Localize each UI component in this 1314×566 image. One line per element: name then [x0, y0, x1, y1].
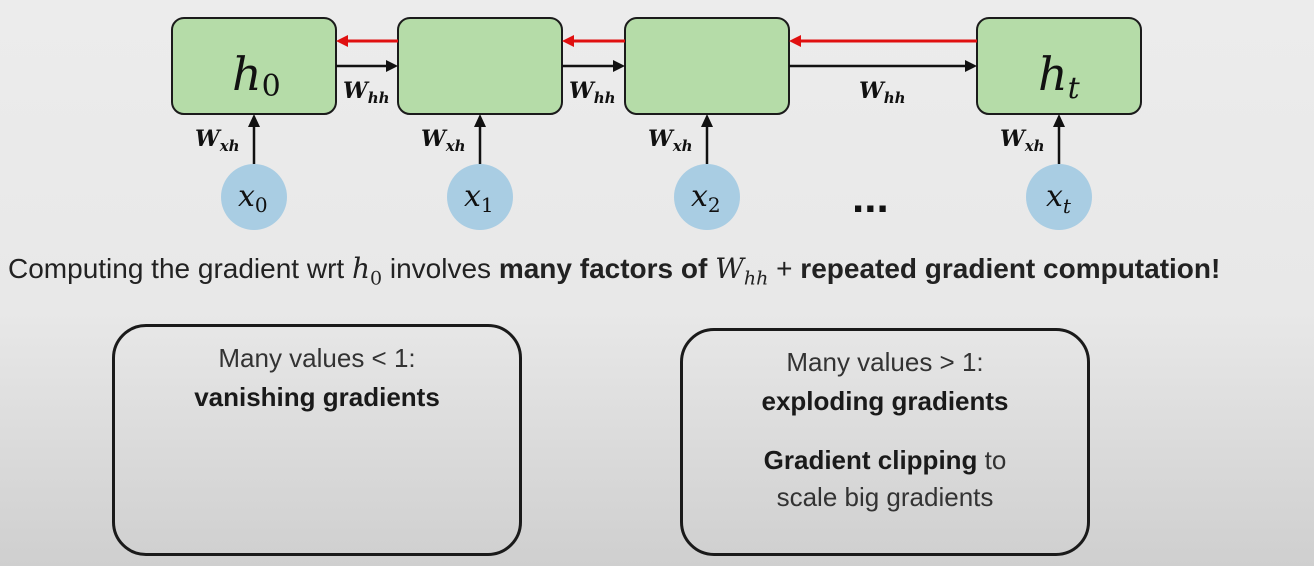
- input-node-t: [1026, 164, 1092, 230]
- input-label-2: x2: [691, 179, 721, 217]
- forward-arrows: [336, 60, 977, 72]
- input-label-1: x1: [464, 179, 494, 217]
- ellipsis: ...: [852, 173, 889, 222]
- input-node-2: [674, 164, 740, 230]
- wxh-label-2: Wxh: [648, 126, 693, 155]
- statement-plus: +: [768, 253, 801, 284]
- statement-h-symbol: h0: [351, 252, 383, 290]
- right-box-line2: exploding gradients: [761, 386, 1009, 416]
- vanishing-gradients-box: Many values < 1: vanishing gradients: [112, 324, 522, 556]
- statement-w-symbol: Whh: [715, 252, 769, 290]
- wxh-label-1: Wxh: [421, 126, 466, 155]
- left-box-line1: Many values < 1:: [218, 343, 416, 373]
- statement-part1: Computing the gradient wrt: [8, 253, 352, 284]
- rnn-unrolled-diagram: h0 ht Whh Whh Whh Wxh Wxh Wxh Wxh: [171, 17, 1142, 230]
- hidden-cell-1: [397, 17, 563, 115]
- right-box-line1: Many values > 1:: [786, 347, 984, 377]
- wxh-label-t: Wxh: [1000, 126, 1045, 155]
- exploding-gradients-box: Many values > 1: exploding gradients Gra…: [680, 328, 1090, 556]
- input-label-0: x0: [238, 179, 268, 217]
- whh-label-2: Whh: [569, 78, 616, 107]
- input-node-1: [447, 164, 513, 230]
- statement-part2: involves: [382, 253, 499, 284]
- wxh-label-0: Wxh: [195, 126, 240, 155]
- whh-label-1: Whh: [343, 78, 390, 107]
- hidden-label-t: ht: [1038, 47, 1081, 106]
- input-arrows: [248, 114, 1065, 164]
- right-box-line3: Gradient clipping to: [763, 445, 1007, 475]
- input-node-0: [221, 164, 287, 230]
- hidden-label-0: h0: [232, 47, 281, 104]
- left-box-line2: vanishing gradients: [194, 382, 440, 412]
- input-label-t: xt: [1046, 179, 1072, 218]
- backprop-arrows: [336, 35, 977, 47]
- hidden-cell-2: [624, 17, 790, 115]
- statement-bold2: repeated gradient computation!: [800, 253, 1221, 284]
- gradient-statement: Computing the gradient wrt h0 involves m…: [8, 252, 1308, 290]
- whh-label-3: Whh: [859, 78, 906, 107]
- statement-bold1: many factors of: [498, 253, 716, 284]
- right-box-line4: scale big gradients: [776, 482, 994, 512]
